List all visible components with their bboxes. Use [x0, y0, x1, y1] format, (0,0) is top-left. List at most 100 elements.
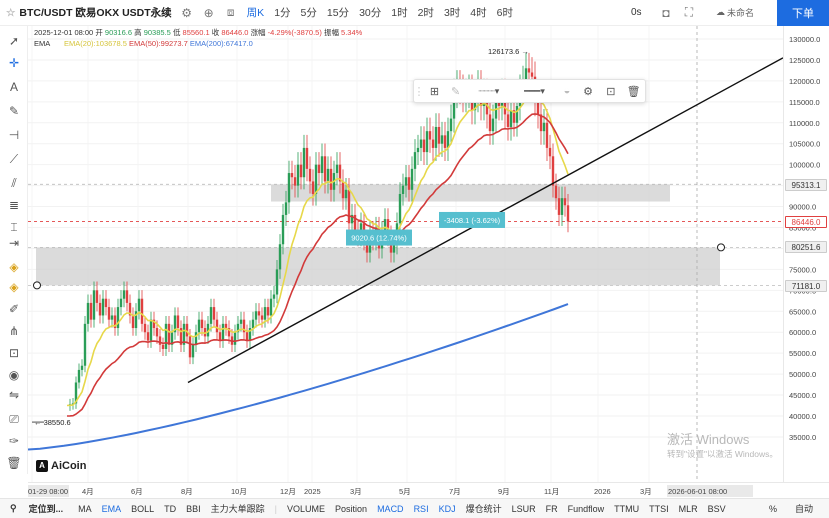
price-label-current: 86446.0 [785, 216, 827, 228]
candle [104, 298, 108, 308]
locate-button[interactable]: ⚲ 定位到... [0, 502, 73, 515]
indicator-liquidation[interactable]: 爆仓统计 [465, 504, 502, 514]
change-value: -4.29%(-3870.5) [267, 28, 322, 37]
candle [248, 328, 252, 341]
candle [551, 156, 555, 186]
indicator-lsur[interactable]: LSUR [511, 503, 536, 514]
close-value: 86446.0 [221, 28, 249, 37]
tab-timeframe-30m[interactable]: 30分 [359, 7, 382, 19]
visibility-icon[interactable]: ◉ [8, 368, 20, 382]
candle [158, 336, 162, 345]
pencil-icon[interactable]: ✎ [450, 85, 461, 98]
tab-timeframe-week[interactable]: 周K [246, 7, 265, 19]
indicator-volume[interactable]: VOLUME [287, 503, 326, 514]
candle [431, 139, 435, 148]
lock-icon[interactable]: ⊡ [8, 346, 20, 360]
candle [209, 307, 213, 324]
tab-timeframe-6h[interactable]: 6时 [496, 7, 513, 19]
indicator-bbi[interactable]: BBI [186, 503, 201, 514]
tab-timeframe-2h[interactable]: 2时 [417, 7, 434, 19]
candle [329, 168, 333, 190]
text-tool-icon[interactable]: A [9, 80, 18, 94]
indicator-mlr[interactable]: MLR [678, 503, 698, 514]
line-style-icon[interactable]: ┈┈┈▾ [478, 85, 500, 96]
candle [80, 365, 84, 370]
measure-icon[interactable]: ⌶ [10, 219, 18, 234]
candle [497, 101, 501, 107]
star-icon[interactable]: ☆ [6, 6, 16, 19]
candle [341, 181, 345, 199]
time-axis[interactable]: 01-29 08:00 4月 6月 8月 10月 12月 2025 3月 5月 7月 9月 11月 20… [28, 482, 829, 498]
brush-icon[interactable]: ✎ [8, 104, 20, 118]
pattern-icon[interactable]: ◈ [9, 260, 19, 274]
magnet-icon[interactable]: ⋔ [8, 324, 20, 338]
indicator-big-order[interactable]: 主力大单跟踪 [210, 504, 265, 514]
tab-timeframe-15m[interactable]: 15分 [326, 7, 350, 19]
percent-toggle[interactable]: % [769, 503, 778, 514]
price-chart[interactable]: 9020.6 (12.74%) -3408.1 (-3.62%) 126173.6 … [28, 26, 783, 482]
pen-icon[interactable]: ✐ [8, 302, 20, 316]
settings-icon[interactable]: ⚙ [583, 85, 593, 98]
symbol-selector[interactable]: ☆ BTC/USDT 欧易OKX USDT永续 [0, 5, 172, 20]
indicator-ema[interactable]: EMA [101, 503, 122, 514]
indicator-boll[interactable]: BOLL [131, 503, 155, 514]
auto-scale-toggle[interactable]: 自动 [795, 504, 814, 514]
color-icon[interactable]: ◒ [563, 85, 571, 97]
login-button[interactable]: ☁ 未命名 [716, 7, 755, 18]
trend-line-icon[interactable]: ⟋ [9, 151, 19, 166]
indicator-kdj[interactable]: KDJ [438, 503, 456, 514]
crosshair-icon[interactable]: ✛ [8, 56, 20, 70]
candle [503, 93, 507, 115]
drag-handle-icon[interactable]: ⋮ [413, 85, 425, 98]
candle [245, 332, 249, 341]
candle [290, 173, 294, 178]
price-axis[interactable]: 130000.0 125000.0 120000.0 115000.0 110000.0… [783, 26, 829, 482]
grid-icon[interactable]: ⊞ [429, 85, 440, 98]
indicator-bsv[interactable]: BSV [707, 503, 726, 514]
indicator-position[interactable]: Position [335, 503, 368, 514]
tab-timeframe-1m[interactable]: 1分 [274, 7, 291, 19]
fib-icon[interactable]: ≣ [8, 198, 20, 212]
pattern2-icon[interactable]: ◈ [9, 280, 19, 294]
zoom-icon[interactable]: ⇋ [8, 388, 20, 402]
candle [509, 110, 513, 127]
indicator-rsi[interactable]: RSI [413, 503, 429, 514]
trash-icon[interactable]: 🗑 [6, 456, 22, 470]
indicator-ma[interactable]: MA [78, 503, 92, 514]
trash-icon[interactable]: 🗑 [626, 85, 641, 98]
order-button[interactable]: 下单 [777, 0, 829, 26]
tab-timeframe-3h[interactable]: 3时 [443, 7, 461, 19]
candle [278, 244, 282, 270]
indicator-ttsi[interactable]: TTSI [649, 503, 669, 514]
y-tick-label: 85000.0 [789, 224, 816, 233]
candle [308, 168, 312, 182]
tab-timeframe-4h[interactable]: 4时 [470, 7, 487, 19]
layers-icon[interactable]: ⎚ [9, 411, 19, 426]
aicoin-logo: A AiCoin [36, 460, 86, 472]
indicator-fr[interactable]: FR [545, 503, 558, 514]
candle [434, 126, 438, 148]
line-width-icon[interactable]: ━━━▾ [524, 85, 545, 96]
timeframe-icon[interactable]: ⊕ [203, 5, 214, 20]
edit-icon[interactable]: ✑ [8, 434, 20, 448]
indicator-fundflow[interactable]: Fundflow [567, 503, 605, 514]
indicator-ttmu[interactable]: TTMU [614, 503, 640, 514]
channel-icon[interactable]: ⫽ [11, 175, 17, 190]
lock-icon[interactable]: ⊡ [606, 85, 616, 98]
drawing-toolbar: ➚ ✛ A ✎ ⊣ ⟋ ⫽ ≣ ⌶ ⇥ ◈ ◈ ✐ ⋔ ⊡ ◉ ⇋ ⎚ ✑ 🗑 [0, 26, 28, 474]
indicator-td[interactable]: TD [164, 503, 177, 514]
settings-icon[interactable]: ⚙ [181, 5, 193, 20]
tab-timeframe-1h[interactable]: 1时 [391, 7, 408, 19]
cursor-icon[interactable]: ➚ [8, 34, 20, 48]
aicoin-logo-icon: A [36, 460, 48, 472]
camera-icon[interactable]: ◘ [662, 5, 670, 20]
tab-timeframe-5m[interactable]: 5分 [300, 7, 317, 19]
x-tick-label: 01-29 08:00 [28, 487, 68, 496]
horizontal-line-icon[interactable]: ⊣ [8, 128, 20, 142]
drawing-edit-toolbar: ⋮ ⊞ ✎ ┈┈┈▾ ━━━▾ ◒ ⚙ ⊡ 🗑 [413, 79, 646, 103]
chart-type-icon[interactable]: ⧈ [226, 5, 235, 19]
candle [152, 319, 156, 329]
ruler-icon[interactable]: ⇥ [8, 236, 20, 250]
fullscreen-icon[interactable]: ⛶ [684, 5, 694, 19]
indicator-macd[interactable]: MACD [377, 503, 404, 514]
